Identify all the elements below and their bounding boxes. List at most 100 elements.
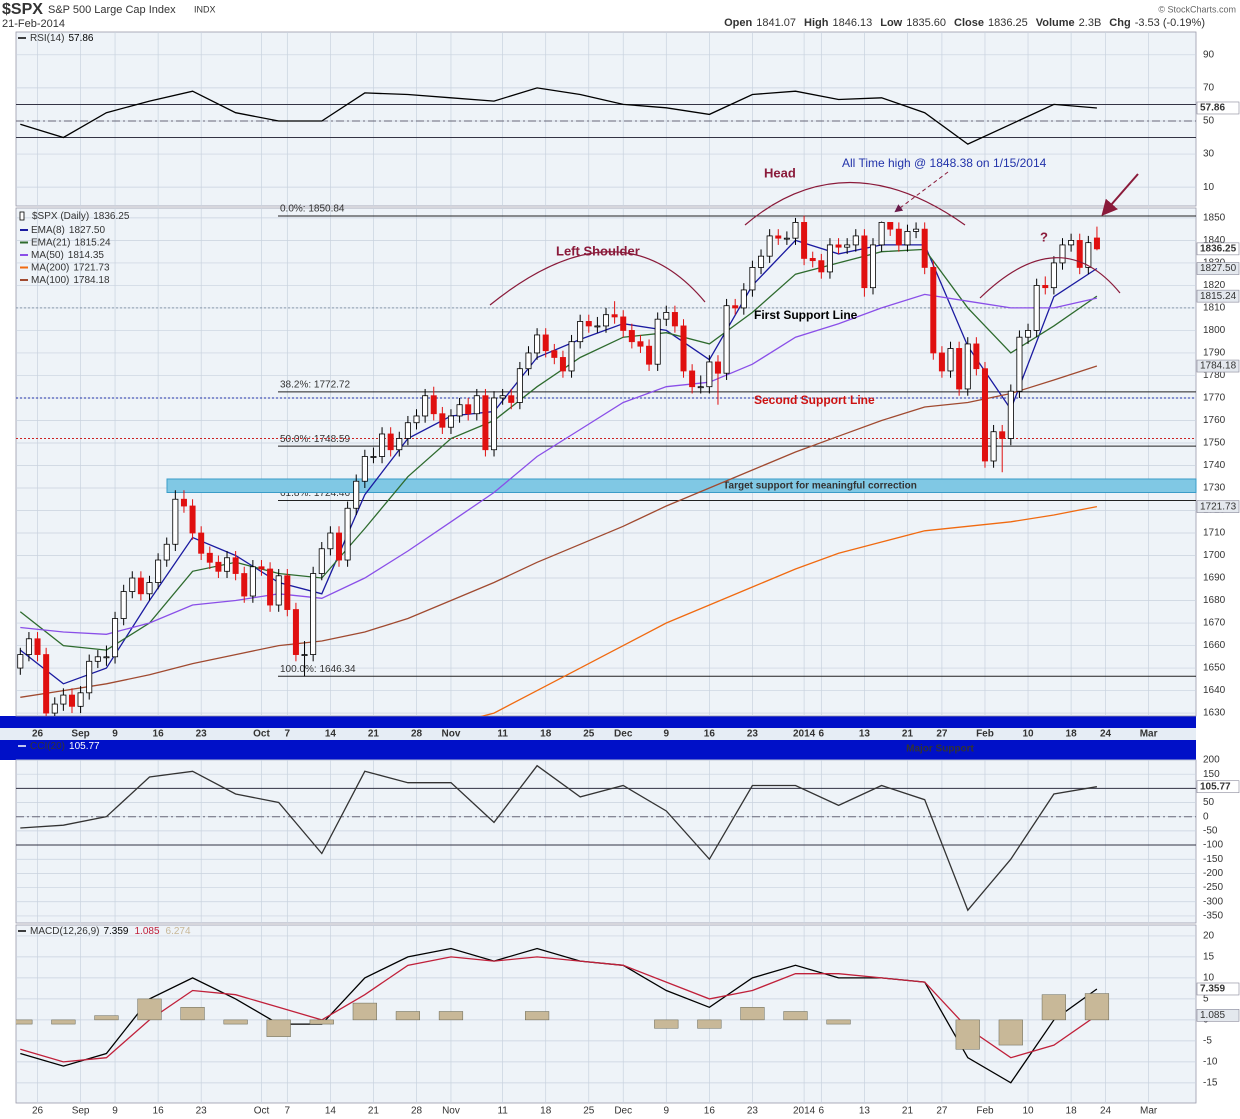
x-tick-label: 16 <box>153 1106 165 1117</box>
value-tag <box>1196 101 1240 115</box>
histogram-bar <box>826 1019 851 1025</box>
y-tick-label: 1630 <box>1203 708 1226 719</box>
x-tick-label: 25 <box>583 1106 595 1117</box>
fib-label: 61.8%: 1724.46 <box>280 488 350 499</box>
y-tick-label: 1640 <box>1203 685 1226 696</box>
histogram-bar <box>438 1011 464 1021</box>
y-tick-label: 30 <box>1203 149 1215 160</box>
y-tick-label: -10 <box>1203 1056 1218 1067</box>
value-tag <box>1196 242 1240 256</box>
candle-body <box>981 368 988 462</box>
target-band <box>166 478 1197 493</box>
candle-body <box>956 348 963 390</box>
y-tick-label: 1770 <box>1203 393 1226 404</box>
index-name: S&P 500 Large Cap Index <box>48 4 176 16</box>
x-tick-label: 13 <box>859 729 871 740</box>
candle-body <box>284 575 291 610</box>
candle-body <box>947 348 954 372</box>
y-tick-label: 1700 <box>1203 550 1226 561</box>
histogram-bar <box>955 1019 980 1050</box>
candle-body <box>689 370 696 388</box>
x-tick-label: 2014 <box>793 729 816 740</box>
candle-body <box>973 343 980 370</box>
x-tick-label: Mar <box>1140 1106 1158 1117</box>
candle-body <box>335 532 342 561</box>
y-tick-label: 1800 <box>1203 325 1226 336</box>
candle-body <box>628 330 635 343</box>
y-tick-label: 1740 <box>1203 460 1226 471</box>
indicator-line <box>19 248 1098 651</box>
candle-body <box>809 258 816 262</box>
candle-body <box>783 237 790 240</box>
y-tick-label: 1780 <box>1203 370 1226 381</box>
x-tick-label: Sep <box>72 1106 90 1117</box>
y-tick-label: 1810 <box>1203 303 1226 314</box>
candle-body <box>568 341 575 372</box>
quote-value: -3.53 (-0.19%) <box>1135 17 1205 29</box>
candle-body <box>404 422 411 439</box>
candle-body <box>723 305 730 374</box>
candle-body <box>1025 330 1032 338</box>
candle-body <box>646 345 653 365</box>
y-tick-label: 200 <box>1203 755 1220 766</box>
candle-body <box>542 334 549 352</box>
x-tick-label: 9 <box>664 1106 670 1117</box>
candle-body <box>680 325 687 372</box>
x-tick-label: 21 <box>368 729 380 740</box>
axis-strip <box>0 716 1196 728</box>
candle-body <box>267 568 274 606</box>
annotation: Left Shoulder <box>556 243 640 258</box>
candle-body <box>964 343 971 390</box>
histogram-bar <box>783 1011 808 1021</box>
candle-body <box>163 543 170 561</box>
x-tick-label: 23 <box>196 729 208 740</box>
x-tick-label: 11 <box>497 729 508 740</box>
candle-body <box>422 395 429 417</box>
candle-body <box>913 228 920 232</box>
indicator-line <box>20 365 1098 698</box>
exchange: INDX <box>194 4 216 14</box>
candle-body <box>137 577 144 595</box>
candle-body <box>826 244 833 273</box>
y-tick-label: 5 <box>1203 994 1209 1005</box>
quote-label: Low <box>880 17 902 29</box>
fib-label: 50.0%: 1748.59 <box>280 434 350 445</box>
candle-body <box>51 703 58 714</box>
candle-body <box>25 638 32 655</box>
candle-body <box>671 312 678 327</box>
x-tick-label: 28 <box>411 729 423 740</box>
legend-value: 105.77 <box>69 741 100 752</box>
x-tick-label: 16 <box>704 1106 716 1117</box>
value-tag-label: 1.085 <box>1200 1010 1225 1021</box>
x-tick-label: Feb <box>976 1106 994 1117</box>
candle-body <box>835 244 842 248</box>
legend-value: 57.86 <box>68 33 93 44</box>
y-tick-label: 1680 <box>1203 595 1226 606</box>
candle-body <box>310 573 317 655</box>
x-tick-label: 28 <box>411 1106 423 1117</box>
candle-body <box>1016 336 1023 392</box>
legend-name: MACD(12,26,9) <box>30 926 99 937</box>
head-arc <box>744 182 966 226</box>
quote-label: Chg <box>1109 17 1130 29</box>
x-tick-label: 27 <box>936 729 948 740</box>
value-tag <box>1196 289 1240 303</box>
candle-body <box>370 456 377 458</box>
candle-body <box>1042 285 1049 289</box>
candle-body <box>732 305 739 309</box>
legend-name: RSI(14) <box>30 33 64 44</box>
candle-body <box>456 404 463 417</box>
legend-entry: RSI(14) 57.86 <box>30 33 94 44</box>
y-tick-label: -5 <box>1203 1036 1212 1047</box>
legend-value: 1827.50 <box>69 225 106 236</box>
candle-body <box>258 566 265 570</box>
candle-body <box>801 222 808 259</box>
y-tick-label: -300 <box>1203 896 1223 907</box>
legend-entry: MACD(12,26,9) 7.359 1.085 6.274 <box>30 926 191 937</box>
annotation: Major Support <box>906 744 974 755</box>
candle-body <box>180 498 187 507</box>
quote-value: 1841.07 <box>756 17 796 29</box>
pane <box>15 207 1197 717</box>
legend-value: 1815.24 <box>74 237 111 248</box>
y-tick-label: 0 <box>1203 811 1209 822</box>
